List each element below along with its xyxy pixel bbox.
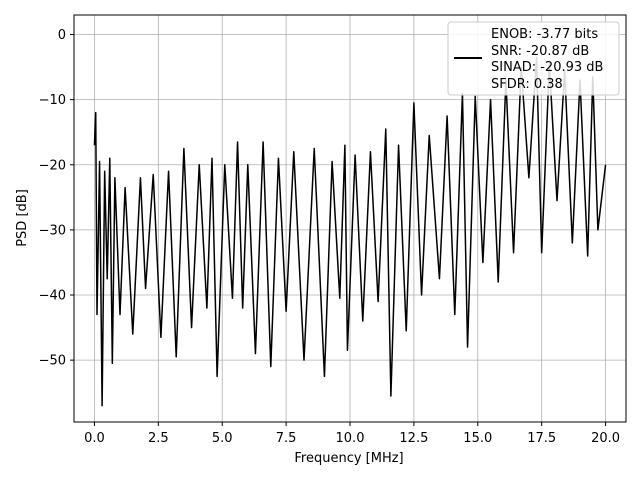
y-axis-label: PSD [dB] (15, 189, 30, 247)
y-tick-label: −30 (39, 223, 66, 238)
legend-box (447, 21, 620, 96)
y-tick-label: −50 (39, 354, 66, 369)
x-tick-label: 5.0 (212, 431, 233, 446)
x-tick-label: 12.5 (399, 431, 428, 446)
x-tick-label: 0.0 (84, 431, 105, 446)
psd-series-line (93, 56, 607, 407)
x-tick-label: 20.0 (591, 431, 620, 446)
x-tick-label: 7.5 (276, 431, 297, 446)
y-tick-label: −20 (39, 158, 66, 173)
axes-frame (73, 14, 627, 423)
legend-sfdr: SFDR: 0.38 (491, 77, 563, 92)
x-tick-label: 15.0 (463, 431, 492, 446)
x-tick-label: 17.5 (527, 431, 556, 446)
y-tick-label: −40 (39, 289, 66, 304)
x-tick-label: 2.5 (148, 431, 169, 446)
ticks: 0.0 2.5 5.0 7.5 10.0 12.5 15.0 17.5 20.0 0 −10 −20 −… (39, 28, 620, 446)
y-tick-label: 0 (58, 28, 66, 43)
legend-sinad: SINAD: -20.93 dB (491, 60, 603, 75)
x-tick-label: 10.0 (336, 431, 365, 446)
x-axis-label: Frequency [MHz] (294, 451, 403, 466)
legend: ENOB: -3.77 bits SNR: -20.87 dB SINAD: -… (447, 21, 620, 96)
legend-enob: ENOB: -3.77 bits (491, 27, 598, 42)
legend-snr: SNR: -20.87 dB (491, 44, 589, 59)
plot-area (93, 56, 607, 407)
y-tick-label: −10 (39, 93, 66, 108)
